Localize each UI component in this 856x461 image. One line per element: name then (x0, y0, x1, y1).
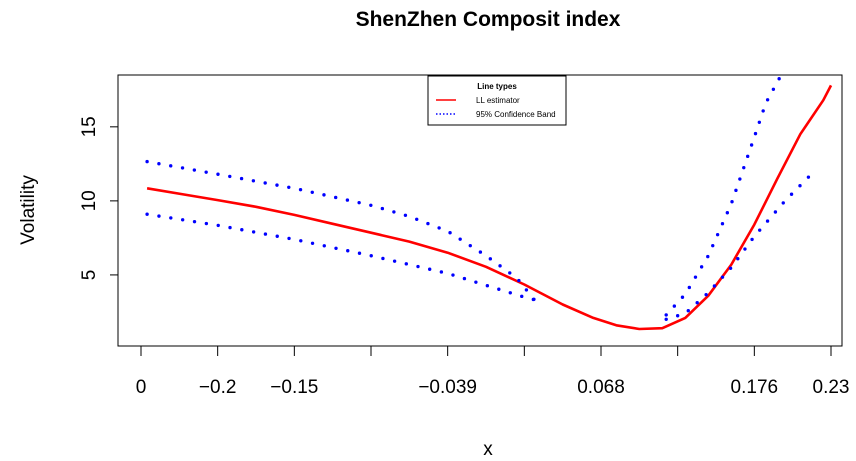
series-line-confidence-band-2 (145, 212, 538, 302)
series-line-confidence-band-3 (664, 73, 783, 317)
series-line-confidence-band-4 (664, 168, 818, 321)
x-tick-label: 0.176 (731, 377, 779, 398)
x-axis: 0 −0.2 −0.15 −0.039 0.068 0.176 0.23 (136, 346, 850, 398)
x-axis-label: x (483, 439, 493, 460)
x-tick-label: −0.2 (199, 377, 237, 398)
plot-area (145, 73, 833, 331)
legend-label-band: 95% Confidence Band (476, 110, 556, 119)
y-axis: 5 10 15 (79, 116, 118, 280)
legend-label-ll: LL estimator (476, 96, 520, 105)
y-tick-label: 10 (79, 190, 100, 211)
series-line-confidence-band-1 (145, 159, 538, 304)
y-tick-label: 15 (79, 116, 100, 137)
plot-frame (117, 74, 843, 347)
x-tick-label: −0.039 (418, 377, 477, 398)
series-line-ll-estimator (146, 84, 833, 331)
legend: Line types LL estimator 95% Confidence B… (427, 75, 567, 126)
x-tick-label: 0.068 (577, 377, 625, 398)
y-tick-label: 5 (79, 270, 100, 281)
legend-title: Line types (477, 82, 517, 91)
chart-title: ShenZhen Composit index (356, 8, 621, 31)
x-tick-label: −0.15 (270, 377, 318, 398)
x-tick-label: 0.23 (813, 377, 850, 398)
y-axis-label: Volatility (18, 175, 39, 245)
x-tick-label: 0 (136, 377, 147, 398)
